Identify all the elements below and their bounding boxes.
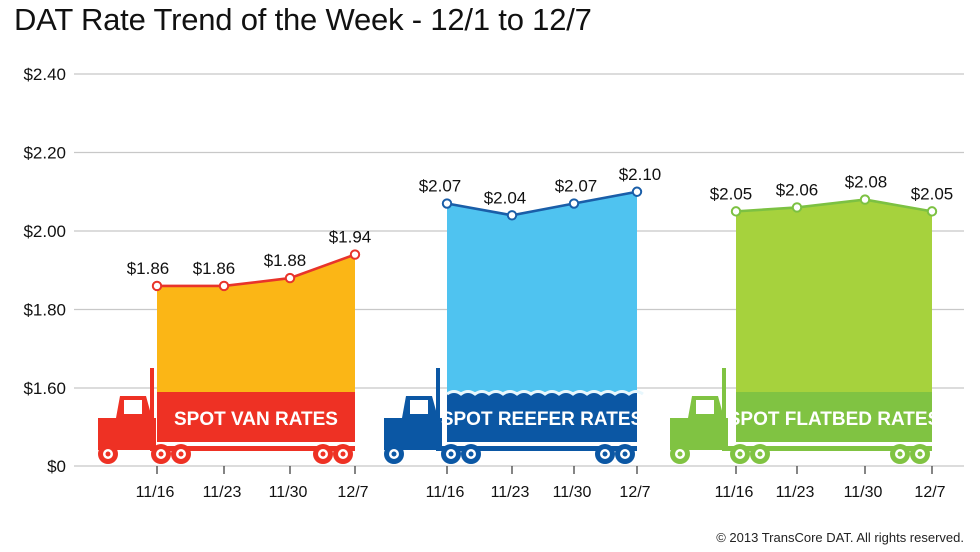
data-point: [631, 186, 643, 197]
wheel-icon: [615, 444, 635, 464]
data-point: [859, 194, 871, 205]
wheel-icon: [384, 444, 404, 464]
data-point: [568, 198, 580, 209]
chart-title: DAT Rate Trend of the Week - 12/1 to 12/…: [14, 2, 592, 37]
data-point: [284, 272, 296, 284]
data-label: $2.07: [555, 177, 598, 196]
wheel-icon: [890, 444, 910, 464]
wheel-icon: [670, 444, 690, 464]
series-banner: [157, 392, 355, 442]
series-area: [447, 191, 637, 442]
data-label: $2.10: [619, 165, 662, 184]
series-group-3: SPOT FLATBED RATES $2.05 $2.06 $2.08 $2.05 11…: [670, 173, 953, 501]
data-point: [730, 206, 742, 217]
x-tick-label: 11/16: [426, 484, 465, 501]
y-tick-label: $1.80: [23, 301, 66, 320]
y-axis: $0 $1.60 $1.80 $2.00 $2.20 $2.40: [23, 65, 66, 476]
x-tick-label: 11/23: [776, 484, 815, 501]
data-label: $1.88: [264, 251, 307, 270]
wheel-icon: [151, 444, 171, 464]
wheel-icon: [333, 444, 353, 464]
data-point: [926, 206, 938, 217]
series-banner: [736, 392, 932, 442]
data-label: $1.94: [329, 228, 372, 247]
x-tick-label: 11/30: [269, 484, 308, 501]
x-tick-label: 12/7: [619, 484, 650, 501]
series-name-label: SPOT REEFER RATES: [441, 409, 643, 430]
x-tick-label: 11/16: [136, 484, 175, 501]
y-tick-label: $0: [47, 457, 66, 476]
wheel-icon: [461, 444, 481, 464]
series-line: [735, 198, 933, 213]
data-label: $2.05: [911, 184, 954, 203]
series-banner: [447, 392, 637, 442]
wheel-icon: [595, 444, 615, 464]
chart-groups: SPOT VAN RATES $1.86 $1.86 $1.88 $1.94 11/16 1…: [98, 165, 953, 501]
data-label: $1.86: [193, 259, 236, 278]
series-area: [736, 199, 932, 442]
series-name-label: SPOT FLATBED RATES: [728, 409, 941, 430]
data-point: [441, 198, 453, 209]
data-point: [151, 280, 163, 292]
x-tick-label: 11/23: [203, 484, 242, 501]
y-tick-label: $2.20: [23, 144, 66, 163]
wheel-icon: [730, 444, 750, 464]
x-tick-label: 11/16: [715, 484, 754, 501]
x-tick-label: 11/30: [844, 484, 883, 501]
data-label: $2.07: [419, 177, 462, 196]
wheel-icon: [313, 444, 333, 464]
series-group-1: SPOT VAN RATES $1.86 $1.86 $1.88 $1.94 11/16 1…: [98, 228, 371, 501]
wheel-icon: [910, 444, 930, 464]
y-tick-label: $2.00: [23, 222, 66, 241]
x-tick-label: 11/30: [553, 484, 592, 501]
wheel-icon: [750, 444, 770, 464]
y-tick-label: $2.40: [23, 65, 66, 84]
x-tick-label: 12/7: [337, 484, 368, 501]
copyright-notice: © 2013 TransCore DAT. All rights reserve…: [716, 530, 964, 545]
data-label: $2.08: [845, 173, 888, 192]
truck-icon: [670, 368, 932, 451]
data-label: $2.05: [710, 184, 753, 203]
x-tick-label: 11/23: [491, 484, 530, 501]
banner-wave: [446, 390, 644, 396]
data-point: [791, 202, 803, 213]
y-tick-label: $1.60: [23, 379, 66, 398]
truck-icon: [384, 368, 637, 451]
x-tick-label: 12/7: [914, 484, 945, 501]
wheel-icon: [98, 444, 118, 464]
data-label: $1.86: [127, 259, 170, 278]
series-line: [157, 253, 356, 288]
truck-icon: [98, 368, 355, 451]
wheel-icon: [441, 444, 461, 464]
series-name-label: SPOT VAN RATES: [174, 409, 338, 430]
series-group-2: SPOT REEFER RATES $2.07 $2.04 $2.07 $2.10 11/…: [384, 165, 661, 501]
data-label: $2.06: [776, 180, 819, 199]
data-label: $2.04: [484, 188, 527, 207]
data-point: [218, 280, 230, 292]
series-line: [446, 190, 638, 217]
data-point: [506, 210, 518, 221]
wheel-icon: [171, 444, 191, 464]
data-point: [349, 249, 361, 260]
